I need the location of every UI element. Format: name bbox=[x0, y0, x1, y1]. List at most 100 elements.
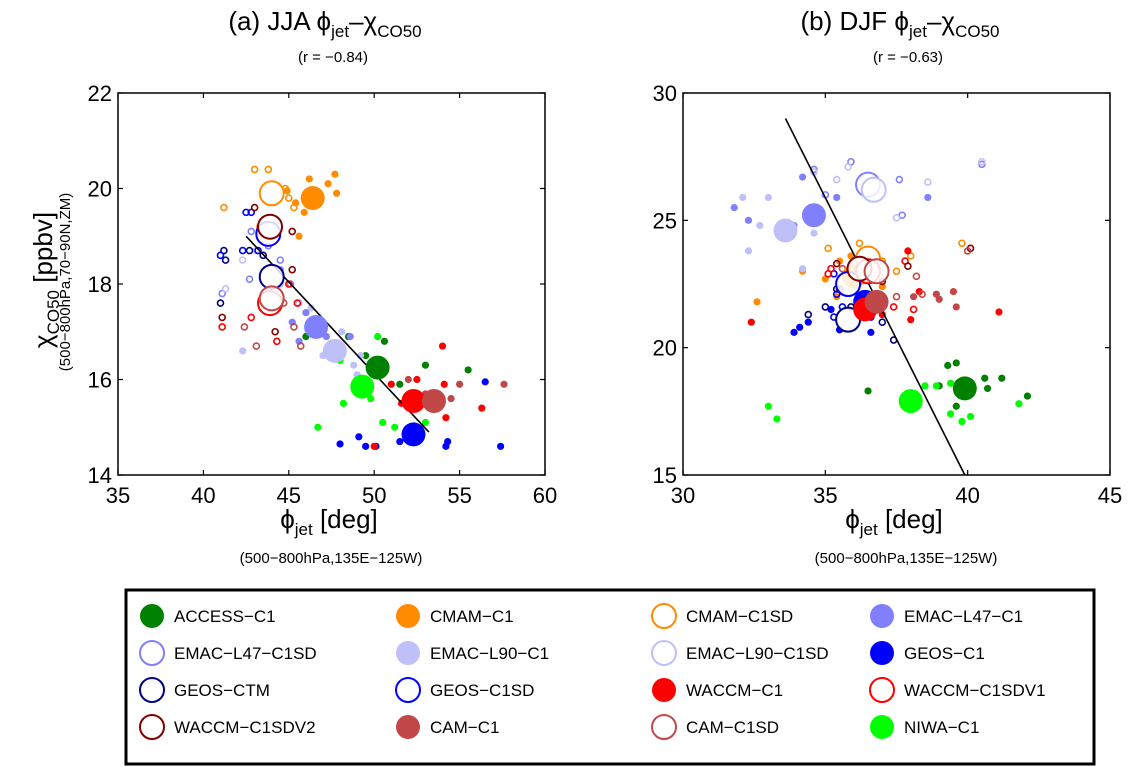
data-point-niwa-c1 bbox=[946, 379, 955, 387]
legend-label-geos-c1sd: GEOS−C1SD bbox=[430, 681, 534, 700]
data-point-cmam-c1 bbox=[753, 298, 761, 306]
data-point-emac-l90-c1 bbox=[338, 328, 346, 336]
data-point-emac-l90-c1 bbox=[307, 304, 315, 312]
panel-a-xlabel-sub: (500−800hPa,135E−125W) bbox=[240, 550, 423, 567]
data-point-waccm-c1 bbox=[387, 380, 395, 388]
x-tick-label: 35 bbox=[813, 483, 837, 508]
data-point-geos-c1sd bbox=[216, 251, 225, 260]
data-point-geos-c1 bbox=[362, 442, 370, 450]
data-point-emac-l90-c1 bbox=[756, 221, 764, 230]
legend-label-emac-l47-c1: EMAC−L47−C1 bbox=[904, 607, 1023, 626]
legend-marker-emac-l90-c1sd bbox=[651, 640, 677, 666]
mean-marker-niwa-c1 bbox=[350, 374, 375, 399]
data-point-emac-l90-c1 bbox=[739, 193, 747, 202]
data-point-waccm-c1sdv1 bbox=[909, 305, 918, 314]
legend-label-waccm-c1: WACCM−C1 bbox=[686, 681, 783, 700]
data-point-niwa-c1 bbox=[958, 417, 966, 426]
data-point-geos-c1 bbox=[867, 328, 875, 336]
legend-marker-cmam-c1 bbox=[396, 604, 420, 628]
data-point-emac-l90-c1 bbox=[810, 229, 818, 237]
data-point-emac-l47-c1 bbox=[302, 309, 310, 317]
x-tick-label: 40 bbox=[191, 483, 215, 508]
data-point-geos-c1 bbox=[481, 378, 489, 386]
legend-marker-niwa-c1 bbox=[870, 715, 894, 739]
data-point-geos-ctm bbox=[878, 318, 887, 327]
data-point-access-c1 bbox=[396, 380, 404, 388]
data-point-geos-c1 bbox=[790, 328, 798, 336]
panel-b-plot: 30 35 40 45 15 20 25 30 bbox=[653, 81, 1123, 508]
y-tick-label: 16 bbox=[88, 368, 112, 393]
data-point-emac-l90-c1sd bbox=[844, 163, 852, 171]
data-point-access-c1 bbox=[1023, 392, 1032, 400]
mean-marker-emac-l90-c1 bbox=[322, 338, 347, 363]
data-point-waccm-c1 bbox=[478, 404, 486, 412]
x-tick-label: 45 bbox=[277, 483, 301, 508]
data-point-cam-c1 bbox=[909, 293, 918, 301]
data-point-cmam-c1 bbox=[295, 232, 303, 240]
data-point-waccm-c1 bbox=[995, 308, 1003, 316]
data-point-cmam-c1 bbox=[300, 208, 308, 216]
data-point-niwa-c1 bbox=[932, 382, 940, 390]
data-point-geos-c1 bbox=[496, 442, 505, 450]
data-point-cam-c1sd bbox=[290, 323, 298, 331]
panel-b-xlabel-sub: (500−800hPa,135E−125W) bbox=[815, 550, 998, 567]
data-point-access-c1 bbox=[998, 374, 1006, 382]
data-point-cmam-c1sd bbox=[892, 267, 901, 276]
data-point-cmam-c1sd bbox=[264, 165, 273, 174]
legend-marker-cam-c1sd bbox=[651, 714, 677, 740]
data-point-cmam-c1 bbox=[331, 170, 339, 178]
data-point-waccm-c1sdv1 bbox=[889, 303, 898, 311]
mean-marker-cam-c1 bbox=[421, 388, 446, 413]
data-point-emac-l90-c1 bbox=[798, 265, 807, 273]
legend-label-waccm-c1sdv1: WACCM−C1SDV1 bbox=[904, 681, 1046, 700]
legend-label-geos-ctm: GEOS−CTM bbox=[174, 681, 270, 700]
data-point-cmam-c1sd bbox=[250, 165, 259, 174]
panel-b-frame bbox=[682, 92, 1111, 476]
data-point-niwa-c1 bbox=[391, 423, 399, 431]
data-point-emac-l47-c1sd bbox=[218, 289, 226, 298]
data-point-niwa-c1 bbox=[966, 412, 975, 421]
x-tick-label: 35 bbox=[106, 483, 130, 508]
data-point-access-c1 bbox=[380, 337, 389, 345]
legend-box bbox=[124, 588, 1096, 766]
panel-a-xlabel: ϕjet [deg] bbox=[280, 504, 378, 539]
y-tick-label: 20 bbox=[88, 177, 112, 202]
svg-text:χCO50 [ppbv]: χCO50 [ppbv] bbox=[28, 212, 63, 348]
data-point-geos-c1 bbox=[396, 437, 404, 446]
data-point-geos-c1 bbox=[336, 440, 344, 448]
mean-marker-access-c1 bbox=[952, 376, 977, 401]
x-tick-label: 55 bbox=[447, 483, 471, 508]
data-point-niwa-c1 bbox=[764, 402, 773, 410]
data-point-cam-c1sd bbox=[912, 272, 921, 281]
data-point-geos-c1 bbox=[444, 437, 452, 446]
data-point-niwa-c1 bbox=[421, 418, 430, 427]
data-point-cmam-c1sd bbox=[284, 194, 293, 202]
data-point-emac-l90-c1sd bbox=[924, 178, 932, 186]
data-point-geos-ctm bbox=[821, 303, 830, 311]
legend-marker-emac-l90-c1 bbox=[396, 641, 420, 665]
y-tick-label: 25 bbox=[653, 208, 677, 233]
data-point-waccm-c1 bbox=[904, 247, 912, 255]
data-point-cam-c1sd bbox=[918, 290, 926, 298]
data-point-cam-c1sd bbox=[963, 247, 972, 255]
data-point-niwa-c1 bbox=[339, 399, 348, 407]
data-point-geos-c1 bbox=[355, 433, 363, 441]
data-point-cam-c1sd bbox=[240, 323, 249, 331]
data-point-access-c1 bbox=[864, 387, 872, 395]
data-point-emac-l90-c1sd bbox=[978, 157, 986, 166]
legend-marker-cam-c1 bbox=[396, 715, 420, 739]
data-point-waccm-c1 bbox=[915, 288, 923, 296]
data-point-emac-l90-c1sd bbox=[221, 284, 230, 293]
mean-marker-cmam-c1sd bbox=[258, 180, 285, 207]
legend-label-cmam-c1: CMAM−C1 bbox=[430, 607, 514, 626]
data-point-waccm-c1 bbox=[413, 375, 421, 384]
panel-a-ylabel: χCO50 [ppbv] bbox=[28, 212, 63, 348]
data-point-emac-l90-c1 bbox=[764, 193, 773, 202]
legend-label-emac-l90-c1sd: EMAC−L90−C1SD bbox=[686, 644, 829, 663]
data-point-cam-c1 bbox=[500, 380, 508, 388]
data-point-cmam-c1 bbox=[324, 180, 332, 188]
data-point-geos-c1sd bbox=[242, 208, 250, 217]
mean-marker-cam-c1sd bbox=[863, 258, 890, 285]
data-point-waccm-c1 bbox=[438, 342, 447, 350]
data-point-access-c1 bbox=[362, 352, 370, 360]
